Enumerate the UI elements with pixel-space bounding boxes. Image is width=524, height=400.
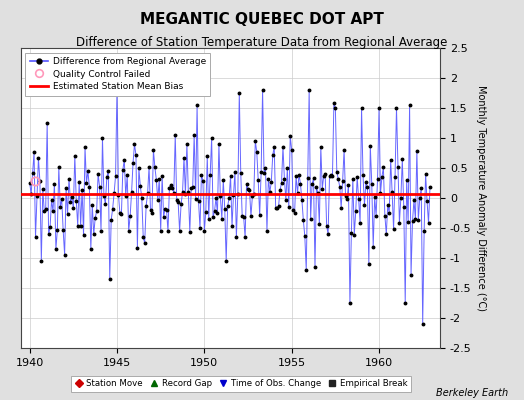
Text: MEGANTIC QUEBEC DOT APT: MEGANTIC QUEBEC DOT APT: [140, 12, 384, 27]
Legend: Difference from Regional Average, Quality Control Failed, Estimated Station Mean: Difference from Regional Average, Qualit…: [26, 52, 210, 96]
Y-axis label: Monthly Temperature Anomaly Difference (°C): Monthly Temperature Anomaly Difference (…: [475, 85, 486, 311]
Text: Berkeley Earth: Berkeley Earth: [436, 388, 508, 398]
Text: Difference of Station Temperature Data from Regional Average: Difference of Station Temperature Data f…: [77, 36, 447, 49]
Legend: Station Move, Record Gap, Time of Obs. Change, Empirical Break: Station Move, Record Gap, Time of Obs. C…: [71, 376, 411, 392]
